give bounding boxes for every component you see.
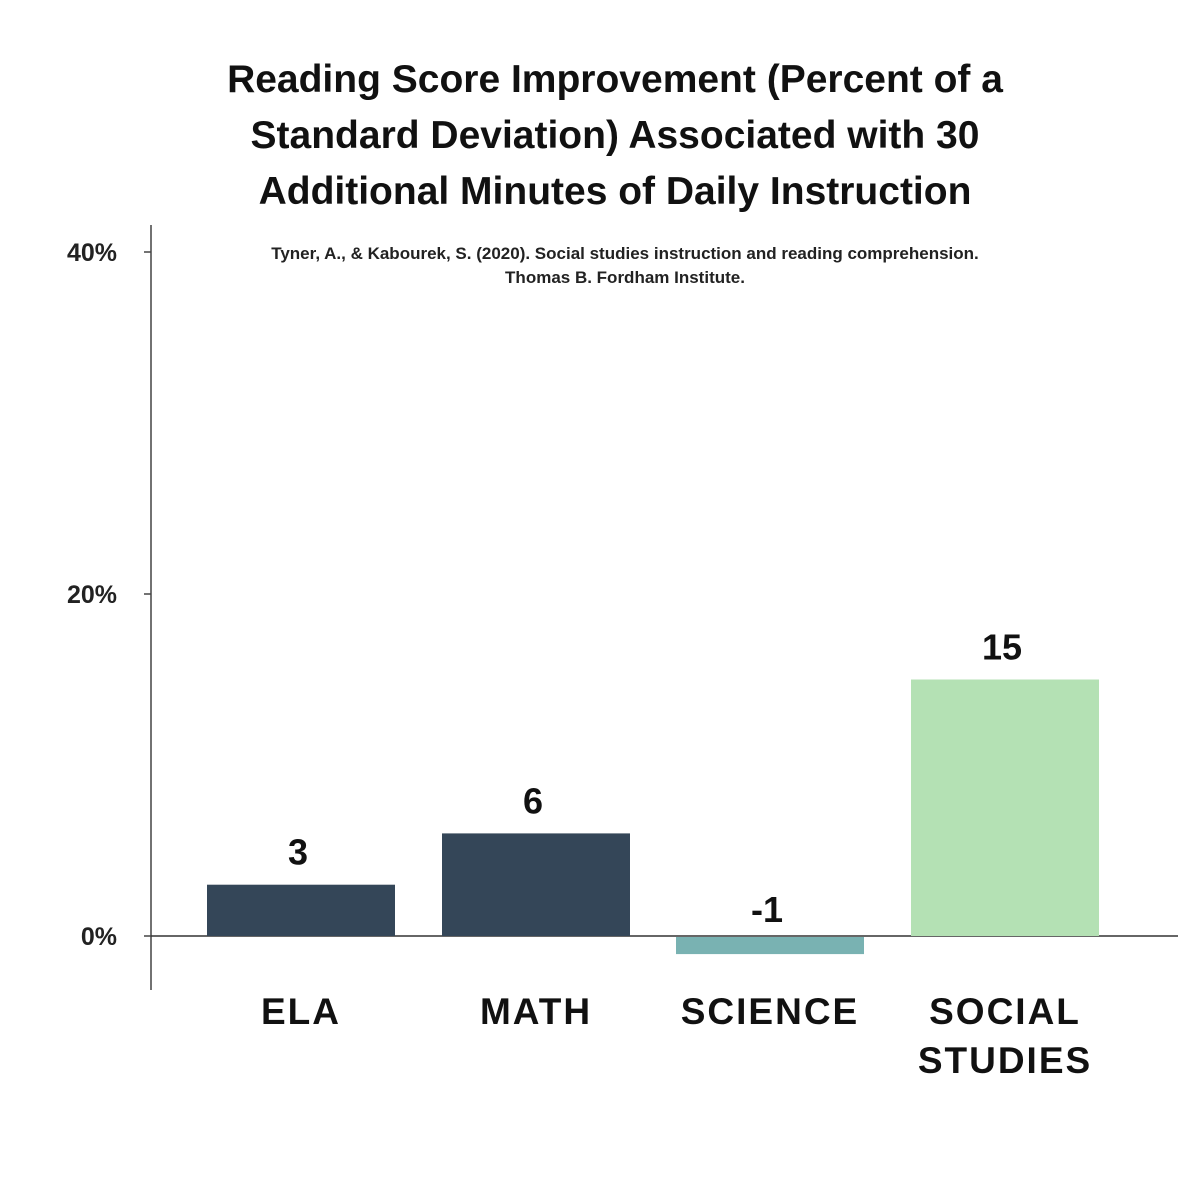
data-label: 6	[523, 780, 543, 821]
x-tick-label: SCIENCE	[681, 991, 859, 1032]
bar	[442, 833, 630, 936]
bar	[676, 937, 864, 955]
chart-title-line-1: Reading Score Improvement (Percent of a	[227, 58, 1003, 101]
chart-title-line-3: Additional Minutes of Daily Instruction	[258, 170, 972, 213]
x-tick-label: STUDIES	[918, 1040, 1092, 1081]
y-tick-label: 40%	[67, 239, 117, 267]
x-tick-label: SOCIAL	[929, 991, 1081, 1032]
x-tick-label: ELA	[261, 991, 341, 1032]
chart-title: Reading Score Improvement (Percent of a …	[40, 52, 1178, 220]
chart-title-line-2: Standard Deviation) Associated with 30	[250, 114, 980, 157]
y-tick-label: 0%	[81, 923, 117, 951]
x-tick-label: MATH	[480, 991, 592, 1032]
data-label: 3	[288, 832, 308, 873]
bar	[207, 884, 395, 936]
citation-line-2: Thomas B. Fordham Institute.	[505, 268, 745, 287]
citation-line-1: Tyner, A., & Kabourek, S. (2020). Social…	[271, 244, 979, 263]
bar	[911, 679, 1099, 936]
y-tick-label: 20%	[67, 581, 117, 609]
chart-citation: Tyner, A., & Kabourek, S. (2020). Social…	[130, 242, 1120, 290]
data-label: 15	[982, 627, 1022, 668]
data-label: -1	[751, 889, 783, 930]
